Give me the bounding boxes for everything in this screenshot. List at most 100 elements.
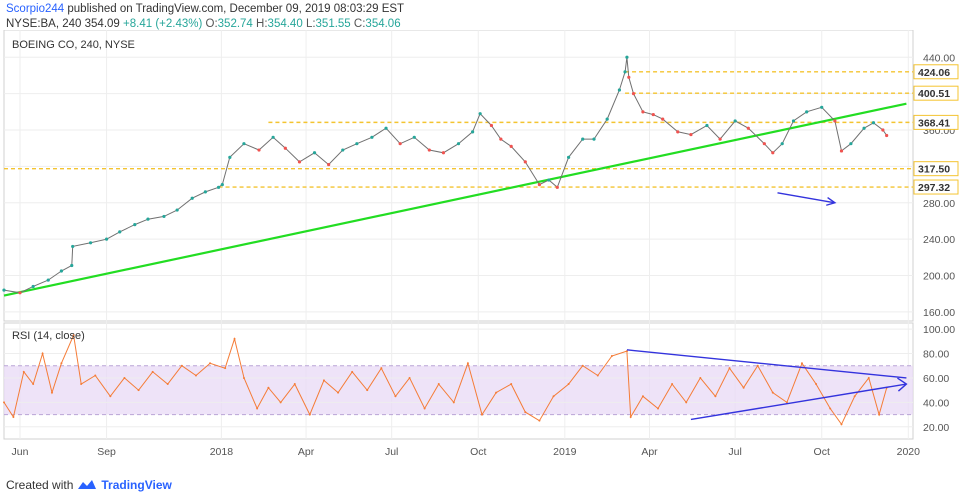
level-label-0: 424.06 <box>918 67 950 79</box>
rsi-point <box>279 401 282 404</box>
price-point <box>617 88 622 92</box>
rsi-pane-title: RSI (14, close) <box>12 330 85 342</box>
chart-area[interactable]: Jun Sep 2018 Apr Jul Oct 2019 Apr Jul Oct 2020 160.… <box>0 30 960 476</box>
rsi-point <box>194 374 197 377</box>
rsi-lower-trendline <box>690 383 907 421</box>
price-point <box>592 137 596 141</box>
rsi-point <box>337 391 340 394</box>
close-label: C: <box>353 18 366 30</box>
rsi-point <box>109 395 112 398</box>
price-point <box>175 208 179 212</box>
rsi-point <box>495 391 498 394</box>
publish-info: Scorpio244 published on TradingView.com,… <box>6 3 404 15</box>
rsi-point <box>510 383 513 386</box>
price-point <box>885 133 889 138</box>
rsi-point <box>840 423 843 426</box>
price-point <box>509 144 513 148</box>
rsi-point <box>12 416 15 419</box>
x-tick-label-3: Apr <box>298 446 315 458</box>
annotation-arrow-head <box>826 196 837 206</box>
tradingview-brand[interactable]: TradingView <box>101 478 172 492</box>
rsi-point <box>756 364 759 367</box>
x-tick-label-10: 2020 <box>897 446 921 458</box>
close-value: 354.06 <box>365 18 401 30</box>
rsi-point <box>699 376 702 379</box>
footer: Created with TradingView <box>6 478 172 492</box>
high-label: H: <box>256 18 268 30</box>
x-tick-label-2: 2018 <box>210 446 234 458</box>
published-text: published on TradingView.com, December 0… <box>67 3 405 15</box>
rsi-point <box>524 411 527 414</box>
price-point <box>70 263 74 268</box>
open-value: 352.74 <box>217 18 253 30</box>
price-point <box>190 196 194 200</box>
rsi-point <box>308 413 311 416</box>
price-point <box>881 128 885 132</box>
price-point <box>441 151 446 155</box>
rsi-point <box>151 370 154 373</box>
x-tick-label-4: Jul <box>385 446 398 458</box>
rsi-point <box>800 362 803 365</box>
y-tick-label-280: 280.00 <box>923 198 955 210</box>
rsi-point <box>629 416 632 419</box>
symbol-label: NYSE:BA, 240 <box>6 18 82 30</box>
level-tag-0 <box>913 64 959 80</box>
price-point <box>625 55 629 59</box>
low-value: 351.55 <box>315 18 351 30</box>
rsi-point <box>867 376 870 379</box>
price-point <box>384 126 388 130</box>
x-tick-label-8: Jul <box>728 446 741 458</box>
x-tick-label-9: Oct <box>814 446 830 458</box>
price-point <box>627 75 631 79</box>
price-point <box>327 162 331 167</box>
price-point <box>146 217 150 221</box>
rsi-point <box>80 383 83 386</box>
rsi-point <box>366 389 369 392</box>
rsi-point <box>742 386 745 389</box>
x-tick-label-6: 2019 <box>553 446 577 458</box>
price-point <box>523 160 527 164</box>
price-point <box>762 142 766 146</box>
level-label-2: 368.41 <box>918 117 950 129</box>
high-value: 354.40 <box>267 18 303 30</box>
rsi-point <box>32 383 35 386</box>
rsi-point <box>714 395 717 398</box>
rsi-point <box>94 374 97 377</box>
rsi-point <box>242 376 245 379</box>
price-point <box>833 119 837 123</box>
price-point <box>705 123 709 128</box>
rsi-point <box>671 383 674 386</box>
price-point <box>228 155 232 159</box>
x-tick-label-0: Jun <box>12 446 29 458</box>
rsi-point <box>351 370 354 373</box>
rsi-tick-label-60: 60.00 <box>923 373 949 385</box>
level-tag-1 <box>913 85 959 101</box>
y-tick-label-160: 160.00 <box>923 307 955 319</box>
rsi-point <box>466 362 469 365</box>
price-point <box>689 132 693 137</box>
rsi-point <box>728 367 731 370</box>
x-tick-label-1: Sep <box>97 446 116 458</box>
rsi-point <box>180 364 183 367</box>
price-point <box>651 112 655 117</box>
price-point <box>489 123 494 128</box>
rsi-point <box>267 386 270 389</box>
rsi-point <box>137 389 140 392</box>
level-tag-4 <box>913 179 959 195</box>
author-link[interactable]: Scorpio244 <box>6 3 65 15</box>
rsi-point <box>596 374 599 377</box>
price-point <box>271 135 275 139</box>
rsi-point <box>452 401 455 404</box>
rsi-point <box>123 376 126 379</box>
rsi-arrow-head <box>897 377 908 392</box>
rsi-point <box>224 367 227 370</box>
price-point <box>104 237 109 241</box>
price-point <box>791 119 796 123</box>
price-point <box>220 182 224 187</box>
rsi-point <box>293 383 296 386</box>
rsi-tick-label-100: 100.00 <box>923 324 955 336</box>
rsi-point <box>437 383 440 386</box>
rsi-point <box>50 391 53 394</box>
rsi-point <box>785 401 788 404</box>
price-point <box>661 117 665 121</box>
